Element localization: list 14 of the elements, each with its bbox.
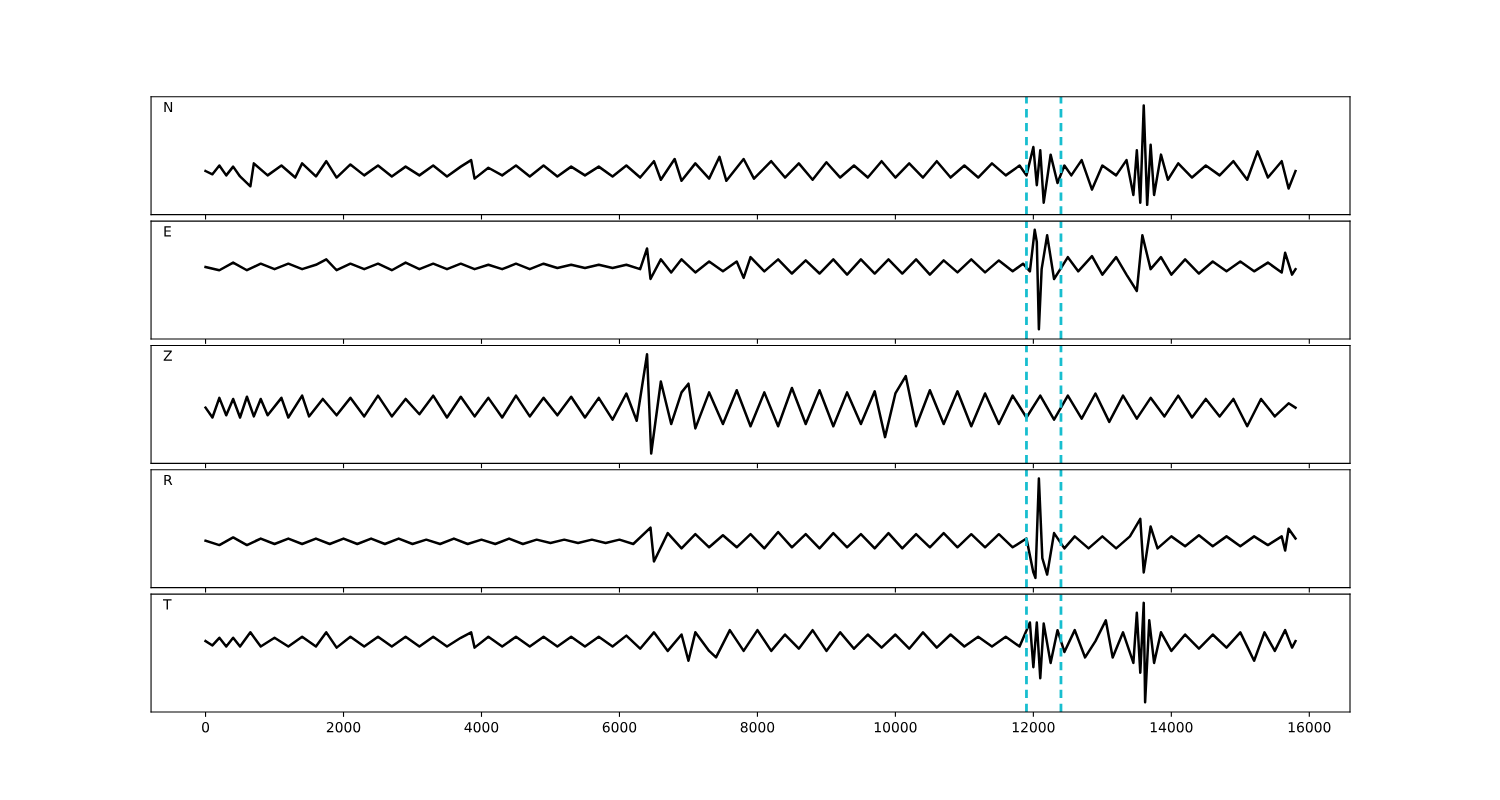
x-tick-label: 14000 (1150, 721, 1193, 733)
annotation: N (164, 101, 173, 113)
x-tick-label: 6000 (602, 721, 637, 733)
x-tick-label: 12000 (1012, 721, 1055, 733)
x-tick-label: 4000 (464, 721, 499, 733)
x-tick-label: 10000 (874, 721, 917, 733)
x-tick-label: 0 (202, 721, 210, 733)
x-tick-label: 2000 (326, 721, 361, 733)
x-tick-label: 8000 (740, 721, 775, 733)
annotation: T (163, 599, 172, 610)
x-tick-label: 16000 (1288, 721, 1331, 733)
annotation: E (164, 226, 171, 237)
annotation: R (164, 474, 173, 486)
annotation: Z (163, 350, 172, 361)
